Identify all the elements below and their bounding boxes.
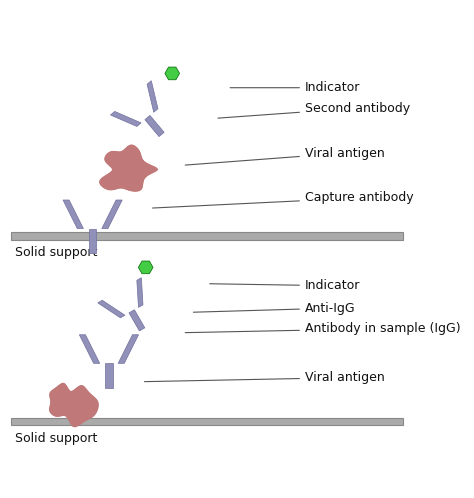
Polygon shape	[137, 278, 143, 307]
Polygon shape	[118, 335, 138, 364]
Text: Antibody in sample (IgG): Antibody in sample (IgG)	[185, 322, 461, 335]
Text: Viral antigen: Viral antigen	[145, 371, 385, 384]
Polygon shape	[129, 310, 145, 331]
Polygon shape	[102, 200, 122, 229]
Polygon shape	[165, 67, 180, 80]
Polygon shape	[105, 364, 113, 388]
Polygon shape	[89, 229, 96, 253]
Polygon shape	[98, 300, 125, 318]
Polygon shape	[147, 81, 158, 112]
Text: Solid support: Solid support	[15, 432, 97, 445]
Polygon shape	[50, 383, 98, 427]
Polygon shape	[63, 200, 83, 229]
Text: Solid support: Solid support	[15, 246, 97, 259]
Text: Indicator: Indicator	[210, 279, 360, 292]
Polygon shape	[100, 145, 157, 191]
Polygon shape	[110, 112, 141, 126]
Text: Capture antibody: Capture antibody	[153, 191, 414, 208]
FancyBboxPatch shape	[11, 418, 403, 425]
Polygon shape	[79, 335, 100, 364]
Text: Indicator: Indicator	[230, 81, 360, 94]
Text: Anti-IgG: Anti-IgG	[193, 302, 356, 315]
Text: Viral antigen: Viral antigen	[185, 146, 385, 165]
FancyBboxPatch shape	[11, 232, 403, 240]
Text: Second antibody: Second antibody	[218, 102, 410, 118]
Polygon shape	[138, 261, 153, 274]
Polygon shape	[145, 116, 164, 136]
